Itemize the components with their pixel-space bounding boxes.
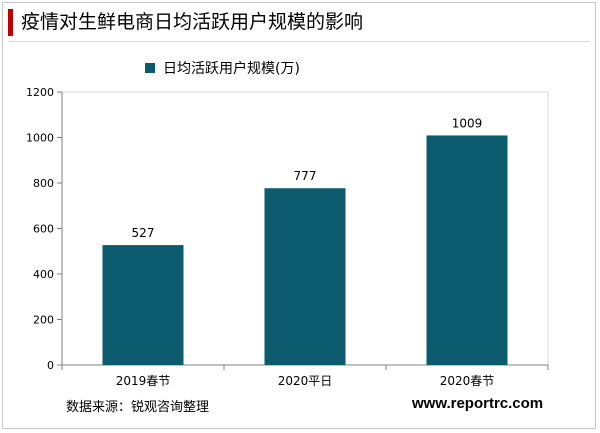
chart-title: 疫情对生鲜电商日均活跃用户规模的影响 [21,11,364,33]
x-tick-label: 2019春节 [116,374,171,388]
bar [264,188,346,365]
bar [102,245,184,365]
legend-label: 日均活跃用户规模(万) [163,61,300,77]
y-tick-label: 1200 [26,86,54,99]
y-tick-label: 0 [47,359,54,372]
website-url: www.reportrc.com [412,395,544,412]
x-tick-label: 2020平日 [278,374,333,388]
x-tick-label: 2020春节 [440,374,495,388]
y-tick-label: 600 [33,223,54,236]
y-tick-label: 400 [33,268,54,281]
data-label: 1009 [452,116,483,130]
y-tick-label: 800 [33,177,54,190]
source-note: 数据来源：锐观咨询整理 [66,400,210,415]
data-label: 777 [294,169,317,183]
bar [426,135,508,365]
title-accent-bar [8,9,13,36]
title-divider [8,41,590,42]
legend: 日均活跃用户规模(万) [145,58,300,78]
data-label: 527 [132,226,155,240]
y-tick-label: 200 [33,314,54,327]
legend-swatch [145,63,155,73]
y-tick-label: 1000 [26,132,54,145]
